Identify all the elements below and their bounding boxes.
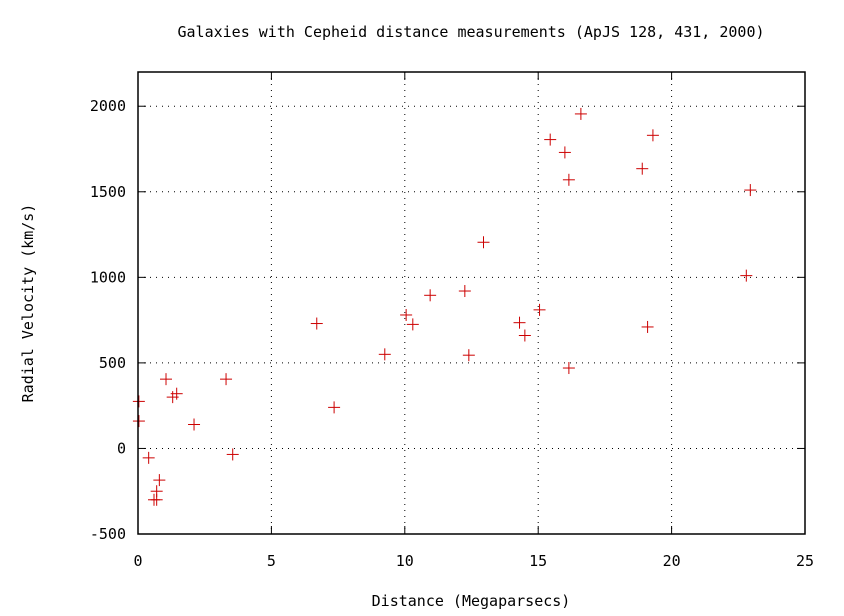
data-point <box>744 184 757 197</box>
data-point <box>544 133 557 146</box>
data-point <box>142 451 155 464</box>
data-point <box>562 362 575 375</box>
y-tick-label: 1500 <box>90 183 126 201</box>
data-point <box>558 146 571 159</box>
data-point <box>220 373 233 386</box>
y-tick-label: 0 <box>117 439 126 457</box>
plot-frame <box>137 71 806 535</box>
data-point <box>533 303 546 316</box>
x-tick-label: 10 <box>396 552 414 570</box>
y-tick-label: 1000 <box>90 268 126 286</box>
chart-title: Galaxies with Cepheid distance measureme… <box>178 23 765 41</box>
data-point <box>424 289 437 302</box>
axis-ticks <box>137 72 806 535</box>
data-point <box>150 485 163 498</box>
y-tick-label: -500 <box>90 525 126 543</box>
data-point <box>641 320 654 333</box>
data-points <box>132 107 757 506</box>
y-tick-label: 500 <box>99 354 126 372</box>
data-point <box>646 129 659 142</box>
data-point <box>153 474 166 487</box>
y-axis-label: Radial Velocity (km/s) <box>19 204 37 403</box>
data-point <box>132 395 145 408</box>
x-tick-label: 20 <box>663 552 681 570</box>
data-point <box>458 285 471 298</box>
data-point <box>160 373 173 386</box>
data-point <box>310 317 323 330</box>
data-point <box>170 387 183 400</box>
data-point <box>636 162 649 175</box>
tick-labels: 0 5 10 15 20 25 -500 0 500 1000 1500 2000 <box>90 97 814 570</box>
x-tick-label: 5 <box>267 552 276 570</box>
data-point <box>518 329 531 342</box>
data-point <box>574 107 587 120</box>
data-point <box>513 316 526 329</box>
y-tick-label: 2000 <box>90 97 126 115</box>
x-tick-label: 25 <box>796 552 814 570</box>
data-point <box>406 318 419 331</box>
data-point <box>226 448 239 461</box>
data-point <box>188 418 201 431</box>
data-point <box>462 349 475 362</box>
data-point <box>328 401 341 414</box>
x-axis-label: Distance (Megaparsecs) <box>372 592 571 610</box>
data-point <box>477 236 490 249</box>
grid-lines <box>138 72 805 534</box>
x-tick-label: 15 <box>529 552 547 570</box>
data-point <box>132 415 145 428</box>
data-point <box>378 348 391 361</box>
x-tick-label: 0 <box>133 552 142 570</box>
data-point <box>740 269 753 282</box>
data-point <box>562 173 575 186</box>
data-point <box>400 308 413 321</box>
